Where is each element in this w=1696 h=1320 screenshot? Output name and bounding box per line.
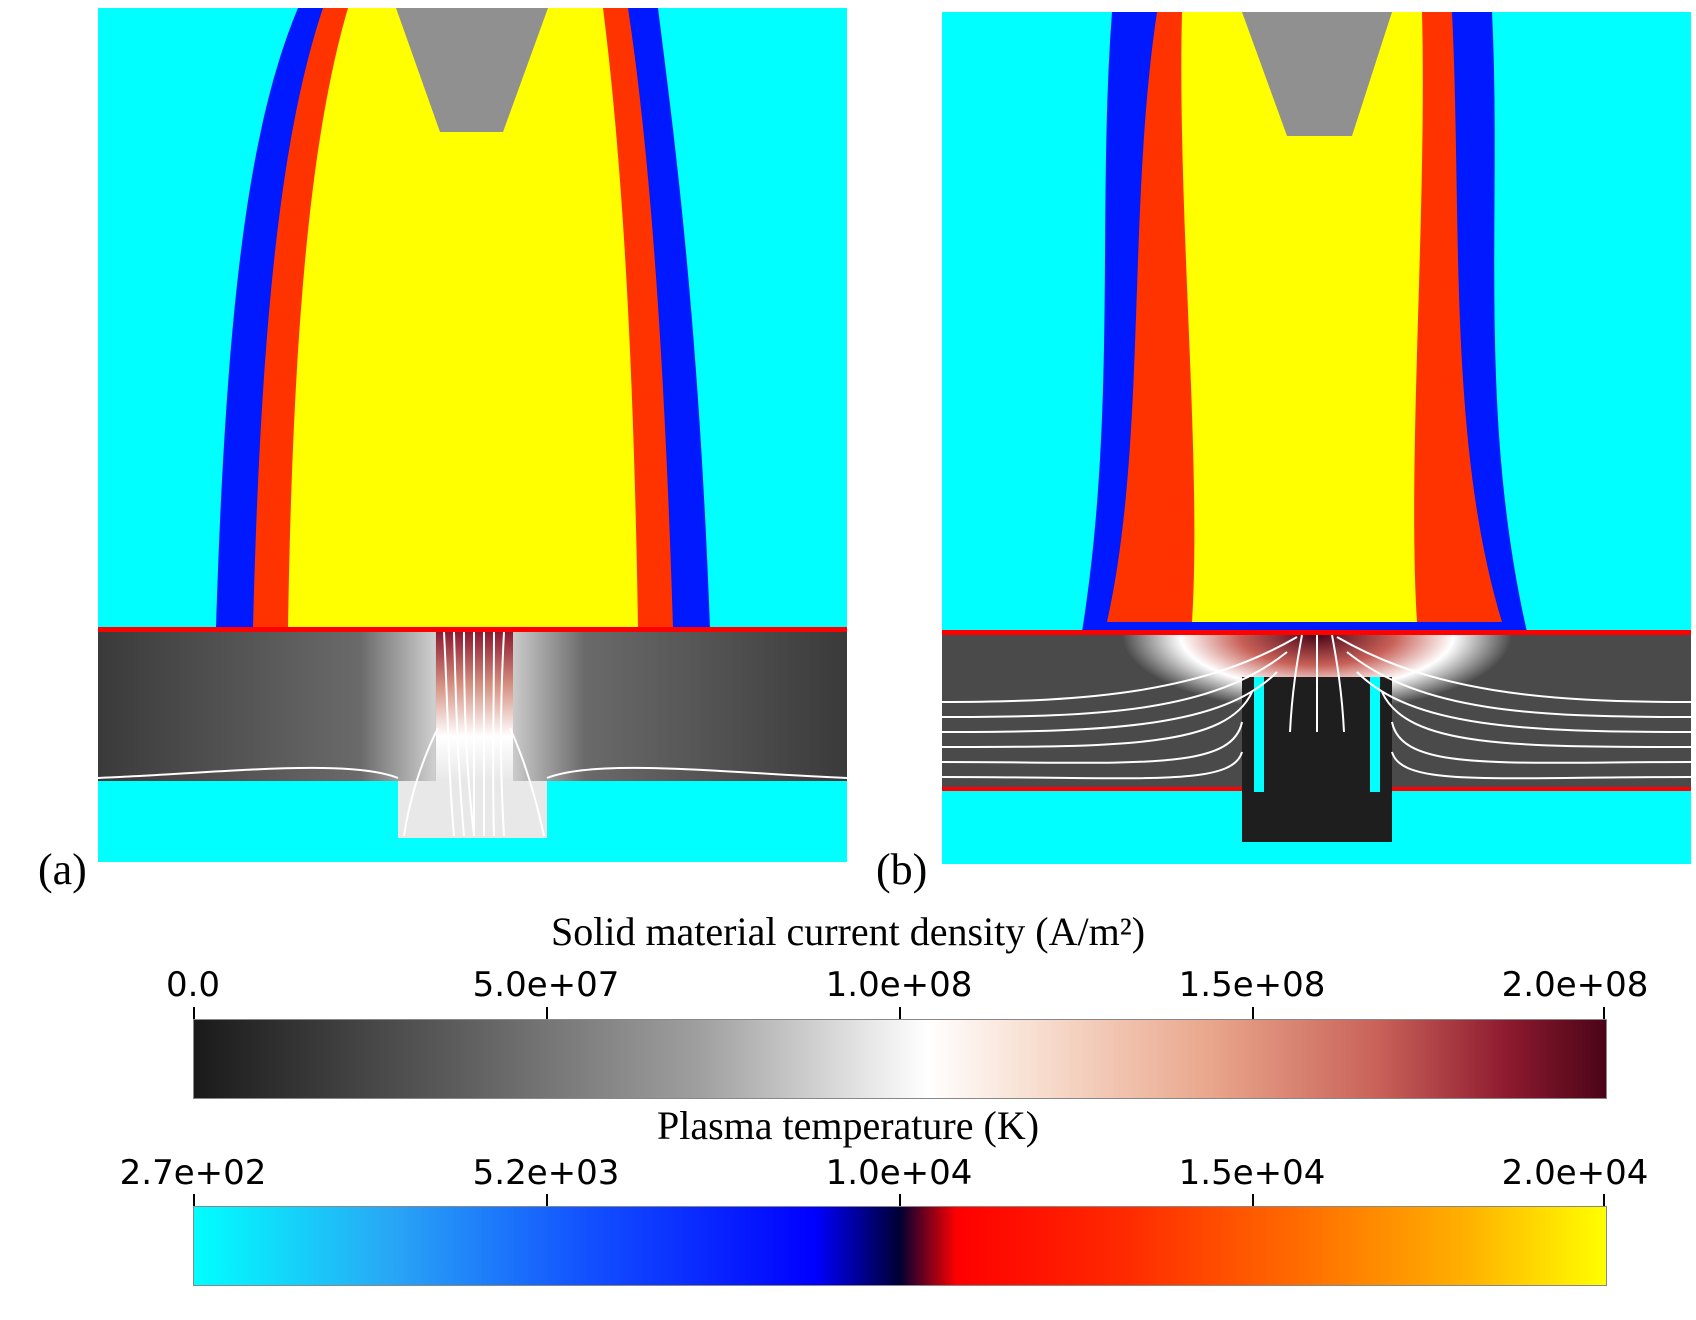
- plasma-temperature-tick-0: 2.7e+02: [119, 1153, 267, 1193]
- current-density-colorbar-title: Solid material current density (A/m²): [550, 909, 1146, 954]
- workpiece-surface-line: [98, 627, 847, 632]
- current-density-tick-mark-0: [193, 1007, 195, 1019]
- current-density-tick-4: 2.0e+08: [1501, 965, 1649, 1005]
- plasma-temperature-tick-mark-2: [899, 1194, 901, 1206]
- arc-core: [1181, 12, 1423, 622]
- plasma-temperature-tick-2: 1.0e+04: [825, 1153, 973, 1193]
- current-density-tick-2: 1.0e+08: [825, 965, 973, 1005]
- panel-a-label: (a): [38, 845, 87, 894]
- panel-b-label: (b): [876, 845, 928, 894]
- upper-electrode: [396, 8, 548, 132]
- current-density-tick-mark-2: [899, 1007, 901, 1019]
- plug-gap-left: [1254, 677, 1264, 792]
- current-density-tick-mark-4: [1603, 1007, 1605, 1019]
- plug-gap-right: [1370, 677, 1380, 792]
- plasma-temperature-colorbar-title: Plasma temperature (K): [656, 1103, 1040, 1148]
- plasma-temperature-tick-mark-4: [1603, 1194, 1605, 1206]
- workpiece-surface-line: [942, 630, 1691, 635]
- current-streamlines: [942, 634, 1691, 780]
- plasma-temperature-tick-4: 2.0e+04: [1501, 1153, 1649, 1193]
- plasma-temperature-tick-1: 5.2e+03: [472, 1153, 620, 1193]
- panel-a-field-plot: [98, 8, 847, 862]
- panel-b-simulation: [942, 12, 1691, 864]
- current-streamlines: [98, 631, 847, 837]
- current-density-colorbar: [193, 1019, 1607, 1099]
- plasma-temperature-colorbar: [193, 1206, 1607, 1286]
- plasma-temperature-tick-3: 1.5e+04: [1178, 1153, 1326, 1193]
- plasma-temperature-tick-mark-0: [193, 1194, 195, 1206]
- current-density-tick-mark-3: [1252, 1007, 1254, 1019]
- arc-core: [288, 8, 638, 628]
- current-density-tick-mark-1: [546, 1007, 548, 1019]
- current-density-tick-0: 0.0: [165, 965, 221, 1005]
- panel-a-simulation: [98, 8, 847, 862]
- upper-electrode: [1242, 12, 1392, 136]
- current-density-tick-3: 1.5e+08: [1178, 965, 1326, 1005]
- plasma-temperature-tick-mark-3: [1252, 1194, 1254, 1206]
- panel-b-field-plot: [942, 12, 1691, 864]
- plasma-temperature-tick-mark-1: [546, 1194, 548, 1206]
- current-density-tick-1: 5.0e+07: [472, 965, 620, 1005]
